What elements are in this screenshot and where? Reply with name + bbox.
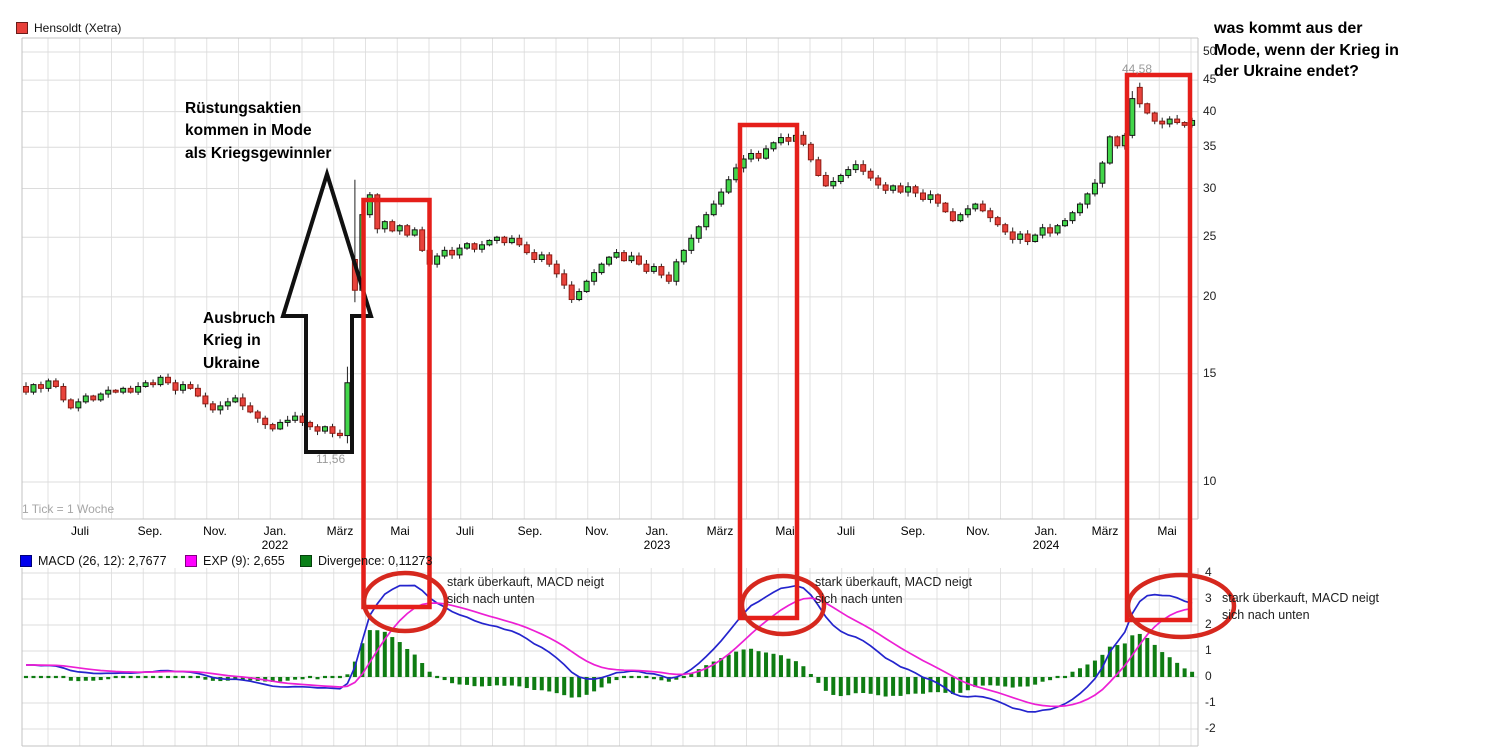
macd-line xyxy=(26,584,1193,713)
month-axis-label: Nov. xyxy=(966,524,990,538)
exp-swatch-icon xyxy=(185,555,197,567)
month-axis-label: Mai xyxy=(1157,524,1177,538)
macd-axis-tick: -1 xyxy=(1205,695,1216,709)
price-axis-tick: 15 xyxy=(1203,365,1217,380)
overbought-ellipse-1 xyxy=(361,570,449,634)
price-axis-tick: 35 xyxy=(1203,139,1217,154)
annotation-mode-frage: was kommt aus der Mode, wenn der Krieg i… xyxy=(1214,20,1399,81)
overbought-ellipse-3 xyxy=(1125,572,1237,640)
year-axis-label: 2024 xyxy=(1032,538,1060,552)
macd-axis-tick: 1 xyxy=(1205,643,1212,657)
plot-borders xyxy=(21,37,1199,747)
month-axis-label: Juli xyxy=(70,524,89,538)
exp-legend-item: EXP (9): 2,655 xyxy=(185,554,285,568)
macd-axis-tick: 3 xyxy=(1205,591,1212,605)
month-axis-label: Juli xyxy=(836,524,855,538)
macd-swatch-icon xyxy=(20,555,32,567)
month-axis-label: Sep. xyxy=(900,524,926,538)
annotation-ruestungsaktien: Rüstungsaktien kommen in Mode als Kriegs… xyxy=(185,100,332,162)
candlestick-series xyxy=(23,82,1196,444)
highlight-rect-2023 xyxy=(737,122,800,621)
month-axis-label: März xyxy=(706,524,734,538)
divergence-histogram xyxy=(24,630,1195,698)
macd-axis-tick: -2 xyxy=(1205,721,1216,735)
price-axis-tick: 50 xyxy=(1203,44,1217,58)
overbought-note-3: stark überkauft, MACD neigt sich nach un… xyxy=(1222,591,1380,622)
low-price-label: 11,56 xyxy=(316,452,346,466)
macd-legend-label: MACD (26, 12): 2,7677 xyxy=(38,554,167,568)
month-axis-label: Mai xyxy=(775,524,795,538)
price-axis-tick: 30 xyxy=(1203,180,1217,195)
month-axis-label: Nov. xyxy=(585,524,609,538)
month-axis-label: Jan. xyxy=(1034,524,1058,538)
signal-line xyxy=(26,597,1193,708)
month-axis-label: Sep. xyxy=(517,524,543,538)
macd-axis-tick: 0 xyxy=(1205,669,1212,683)
month-axis-label: März xyxy=(1091,524,1119,538)
divergence-legend-label: Divergence: 0,11273 xyxy=(318,554,433,568)
macd-axis-tick: 2 xyxy=(1205,617,1212,631)
month-axis-label: Sep. xyxy=(137,524,163,538)
symbol-label: Hensoldt (Xetra) xyxy=(34,21,122,35)
highlight-rect-2024 xyxy=(1124,72,1193,623)
tick-interval-note: 1 Tick = 1 Woche xyxy=(22,502,115,516)
year-axis-label: 2023 xyxy=(643,538,671,552)
price-axis-tick: 10 xyxy=(1203,474,1217,489)
overbought-note-2: stark überkauft, MACD neigt sich nach un… xyxy=(815,575,973,606)
month-axis-label: Juli xyxy=(455,524,474,538)
divergence-legend-item: Divergence: 0,11273 xyxy=(300,554,432,568)
price-axis-tick: 40 xyxy=(1203,103,1217,118)
month-axis-label: März xyxy=(326,524,354,538)
high-price-label: 44,58 xyxy=(1122,62,1153,76)
price-axis-tick: 25 xyxy=(1203,229,1217,244)
month-axis-label: Jan. xyxy=(263,524,287,538)
year-axis-label: 2022 xyxy=(261,538,289,552)
divergence-swatch-icon xyxy=(300,555,312,567)
exp-legend-label: EXP (9): 2,655 xyxy=(203,554,285,568)
price-axis-tick: 20 xyxy=(1203,288,1217,303)
month-axis-label: Mai xyxy=(390,524,410,538)
up-arrow-annotation xyxy=(280,167,374,454)
month-axis-label: Nov. xyxy=(203,524,227,538)
month-axis-label: Jan. xyxy=(645,524,669,538)
annotation-kriegsausbruch: Ausbruch Krieg in Ukraine xyxy=(203,310,276,372)
price-axis-tick: 45 xyxy=(1203,72,1217,87)
macd-legend-item: MACD (26, 12): 2,7677 xyxy=(20,554,167,568)
symbol-legend: Hensoldt (Xetra) xyxy=(16,21,121,35)
symbol-swatch-icon xyxy=(16,22,28,34)
highlight-rect-2022 xyxy=(361,197,432,610)
gridlines xyxy=(22,38,1198,746)
macd-axis-tick: 4 xyxy=(1205,565,1212,579)
overbought-ellipse-2 xyxy=(739,573,827,637)
overbought-note-1: stark überkauft, MACD neigt sich nach un… xyxy=(447,575,605,606)
